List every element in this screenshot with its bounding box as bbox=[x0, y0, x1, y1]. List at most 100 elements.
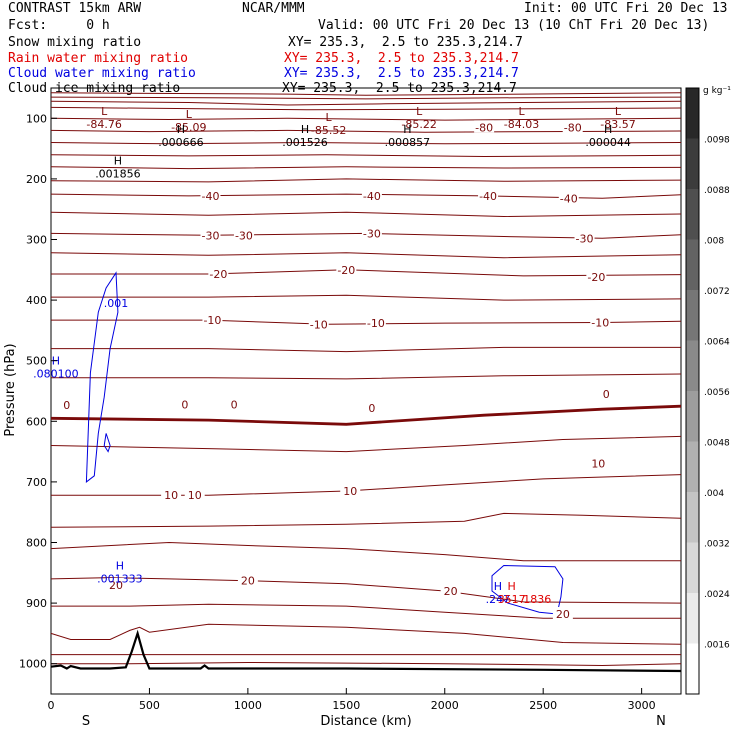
temperature-contours bbox=[50, 92, 682, 667]
temperature-label: 0 bbox=[63, 399, 70, 412]
extremum-value: .080100 bbox=[33, 368, 79, 381]
contour-label-bg bbox=[590, 315, 611, 328]
y-tick-label: 700 bbox=[26, 476, 47, 489]
colorbar-swatch bbox=[686, 88, 699, 139]
y-tick-label: 100 bbox=[26, 112, 47, 125]
terrain-profile bbox=[50, 629, 682, 673]
extremum-mark: L bbox=[615, 105, 622, 118]
y-tick-label: 200 bbox=[26, 173, 47, 186]
extremum-mark: L bbox=[326, 111, 333, 124]
init-label: Init: 00 UTC Fri 20 Dec 13 bbox=[524, 1, 728, 16]
x-tick-label: 500 bbox=[139, 699, 160, 712]
isotherm bbox=[51, 661, 682, 667]
extremum-value: .000044 bbox=[585, 136, 631, 149]
isotherm bbox=[50, 154, 682, 158]
isotherm bbox=[50, 129, 682, 133]
colorbar-tick-label: .0024 bbox=[704, 590, 730, 600]
field-rain-name: Rain water mixing ratio bbox=[8, 51, 189, 66]
contour-label-bg bbox=[56, 397, 77, 410]
contour-label-bg bbox=[574, 231, 595, 244]
colorbar-tick-label: .0064 bbox=[704, 338, 730, 348]
temperature-label: -40 bbox=[479, 190, 497, 203]
contour-label-bg bbox=[361, 188, 382, 201]
x-axis-label: Distance (km) bbox=[320, 714, 411, 729]
temperature-label: 0 bbox=[231, 398, 238, 411]
temperature-label: -10 bbox=[367, 317, 385, 330]
extremum-value: .247 bbox=[486, 593, 511, 606]
extremum-value: -85.22 bbox=[401, 118, 436, 131]
cloud-water-contour bbox=[103, 433, 111, 453]
contour-label-bg bbox=[558, 191, 579, 204]
isotherm bbox=[50, 117, 682, 121]
south-label: S bbox=[82, 714, 90, 729]
contour-label-bg bbox=[474, 120, 495, 133]
colorbar-tick-label: .0098 bbox=[704, 136, 730, 146]
colorbar-tick-label: .004 bbox=[704, 489, 724, 499]
contour-label-bg bbox=[174, 397, 195, 410]
isotherm bbox=[50, 435, 682, 453]
terrain-line bbox=[50, 629, 682, 673]
y-axis-label: Pressure (hPa) bbox=[3, 343, 18, 436]
cloud-water-label: .001 bbox=[104, 297, 129, 310]
north-label: N bbox=[656, 714, 666, 729]
contour-label-bg bbox=[208, 267, 229, 280]
isotherm bbox=[50, 193, 682, 199]
colorbar: .0098 .0088 .008 .0072 .0064 .0056 .0048 .004 .0… bbox=[685, 87, 730, 695]
isotherm bbox=[50, 166, 682, 170]
colorbar-swatch bbox=[686, 593, 699, 644]
x-tick-label: 3000 bbox=[628, 699, 656, 712]
x-tick-label: 2000 bbox=[431, 699, 459, 712]
colorbar-tick-label: .0072 bbox=[704, 287, 730, 297]
extremum-value: .000857 bbox=[385, 136, 431, 149]
colorbar-tick-label: .0056 bbox=[704, 388, 730, 398]
contour-label-bg bbox=[200, 228, 221, 241]
extremum-mark: H bbox=[494, 580, 502, 593]
extremum-mark: H bbox=[116, 560, 124, 573]
extremum-mark: H bbox=[403, 123, 411, 136]
temperature-label: -30 bbox=[363, 227, 381, 240]
extremum-value: -83.57 bbox=[600, 118, 635, 131]
extremum-mark: L bbox=[186, 108, 193, 121]
temperature-label: 20 bbox=[241, 575, 255, 588]
axes: 0 500 1000 1500 2000 2500 30001002003004005006… bbox=[19, 112, 656, 712]
isotherm bbox=[50, 100, 682, 106]
contour-label-bg bbox=[161, 488, 182, 501]
isotherm bbox=[50, 211, 682, 218]
contour-label-bg bbox=[200, 188, 221, 201]
isotherm bbox=[51, 474, 682, 496]
extremum-value: .000666 bbox=[158, 136, 204, 149]
colorbar-frame bbox=[685, 87, 700, 695]
contour-label-bg bbox=[237, 573, 258, 586]
temperature-label: 20 bbox=[109, 579, 123, 592]
extremum-mark: H bbox=[604, 123, 612, 136]
temperature-label: -40 bbox=[363, 190, 381, 203]
extremum-value: 1836 bbox=[523, 593, 551, 606]
field-snow-name: Snow mixing ratio bbox=[8, 35, 142, 50]
contour-label-bg bbox=[596, 387, 617, 400]
contour-label-bg bbox=[202, 313, 223, 326]
temperature-label: -40 bbox=[560, 192, 578, 205]
isotherm bbox=[51, 294, 682, 301]
contour-label-bg bbox=[233, 228, 254, 241]
y-tick-label: 300 bbox=[26, 234, 47, 247]
cloud-water-contour bbox=[85, 271, 119, 483]
contour-label-bg bbox=[586, 270, 607, 283]
contour-label-bg bbox=[340, 483, 361, 496]
extremum-mark: L bbox=[101, 105, 108, 118]
contour-label-bg bbox=[184, 488, 205, 501]
extremum-value: -85.52 bbox=[311, 124, 346, 137]
temperature-label: 10 bbox=[343, 485, 357, 498]
colorbar-tick-label: .008 bbox=[704, 237, 724, 247]
contour-label-bg bbox=[552, 607, 573, 620]
y-tick-label: 400 bbox=[26, 294, 47, 307]
isotherm bbox=[50, 232, 682, 239]
temperature-label: 10 bbox=[164, 489, 178, 502]
temperature-label: 20 bbox=[556, 608, 570, 621]
temperature-label: 0 bbox=[368, 402, 375, 415]
colorbar-swatch bbox=[686, 239, 699, 291]
colorbar-swatch bbox=[686, 290, 699, 341]
temperature-label: 0 bbox=[603, 388, 610, 401]
chart-title: CONTRAST 15km ARW bbox=[8, 1, 142, 16]
center-label: NCAR/MMM bbox=[242, 1, 305, 16]
